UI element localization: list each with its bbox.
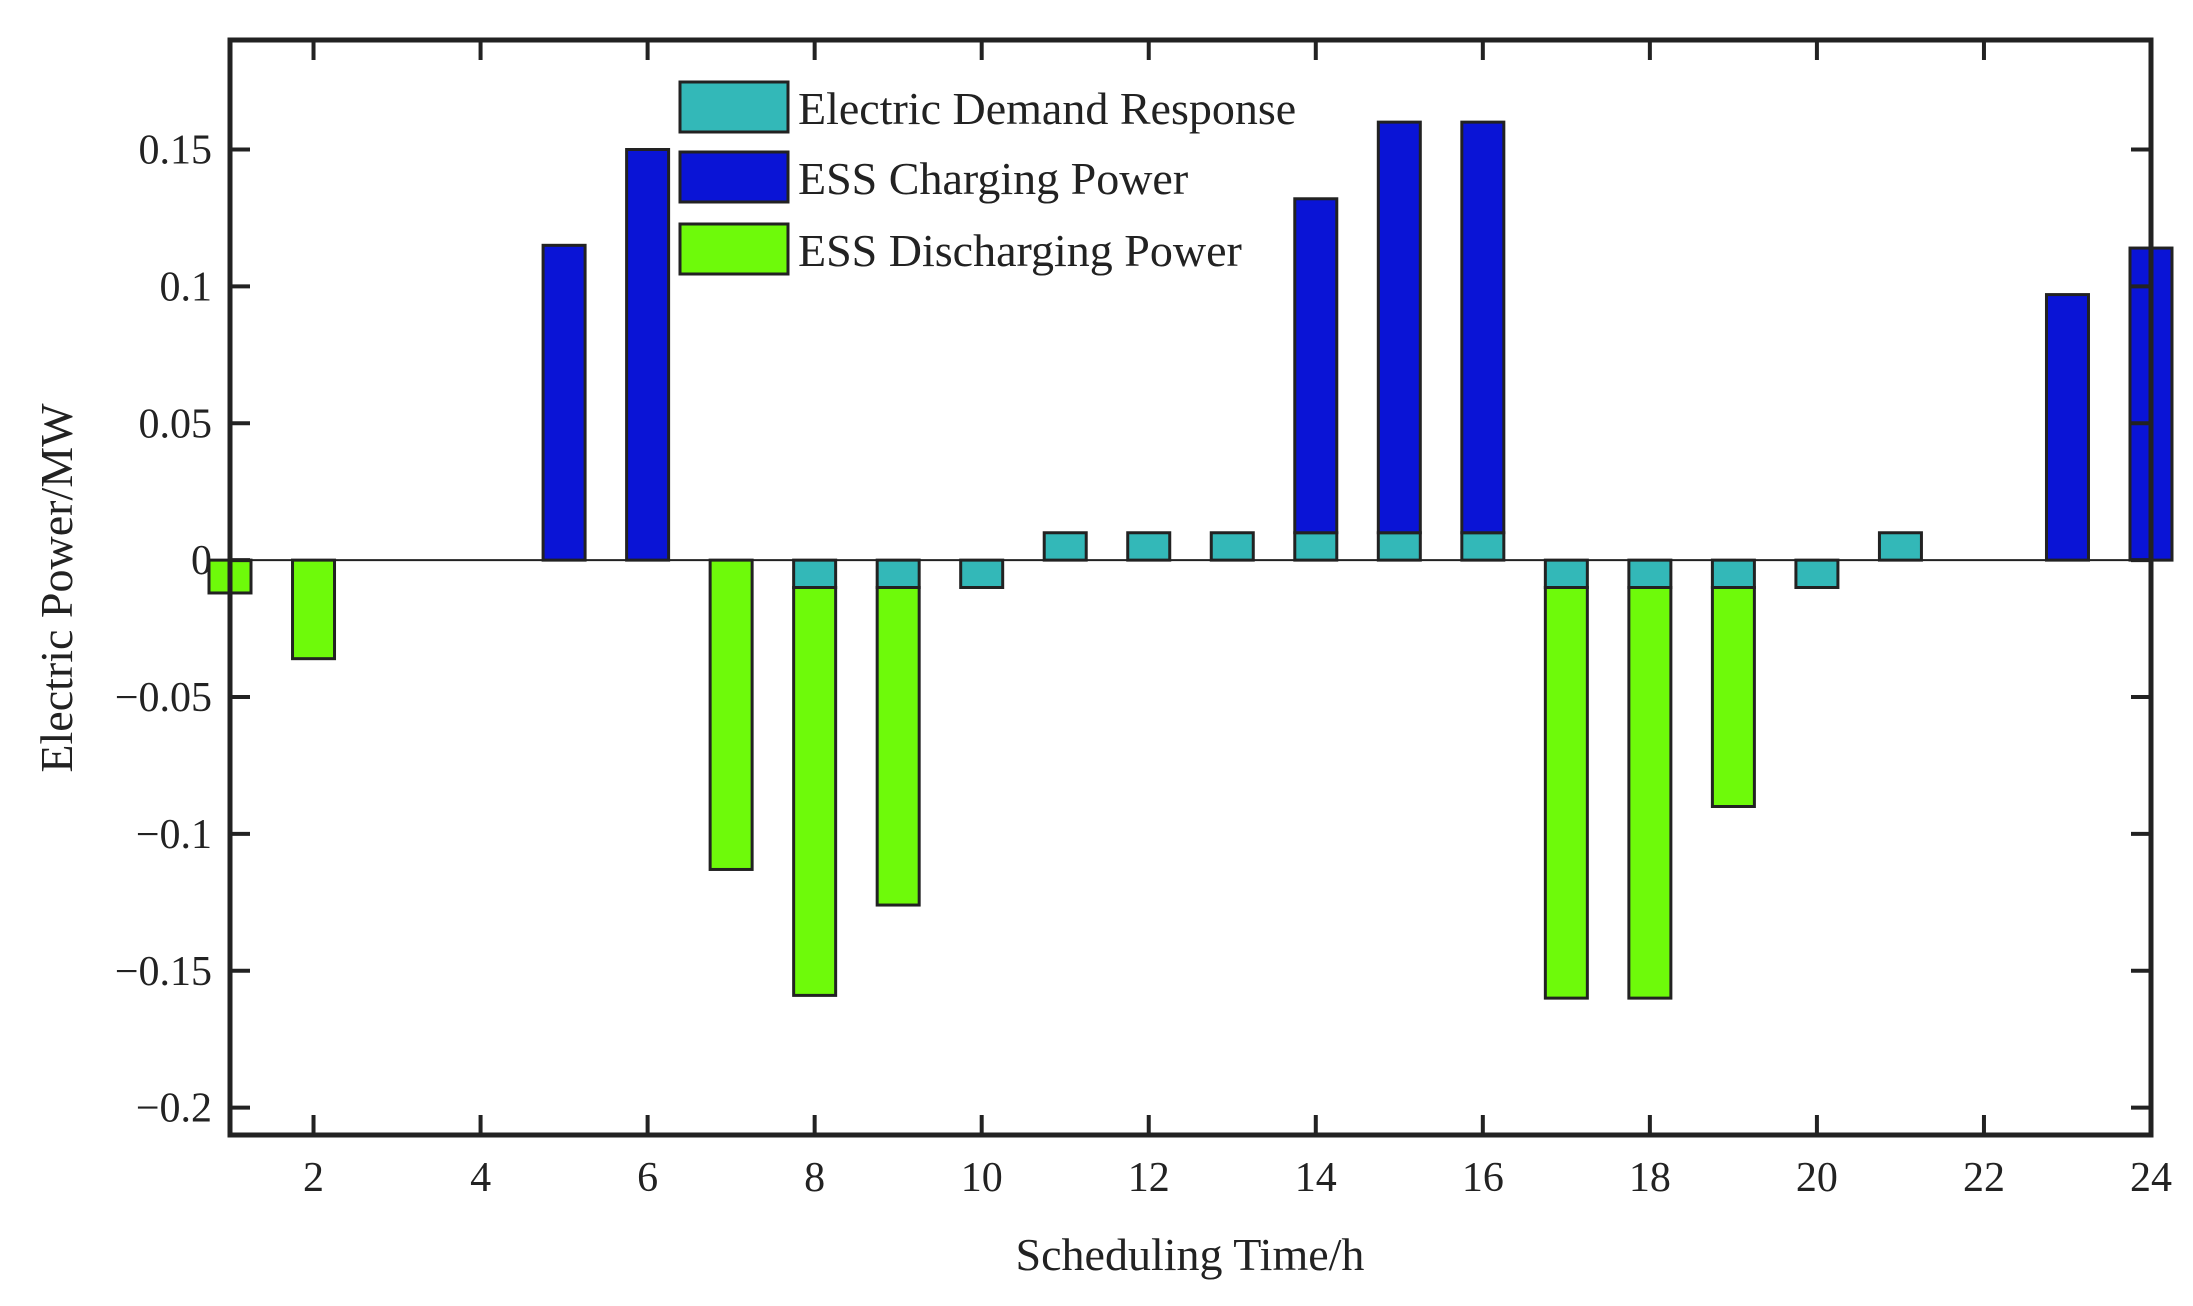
x-tick-label-24: 24 [2130,1155,2172,1201]
bar-ess-discharging-power-h9 [875,586,921,907]
bar-electric-demand-response-h18 [1627,558,1673,589]
bar-ess-discharging-power-h18 [1627,586,1673,1000]
bar-ess-charging-power-h14 [1293,197,1339,535]
y-tick-label-5: 0.05 [139,401,213,447]
legend: Electric Demand Response ESS Charging Po… [678,80,1296,276]
x-tick-label-10: 10 [961,1155,1003,1201]
y-tick-label-2: −0.1 [136,812,212,858]
bar-ess-charging-power-h15 [1376,120,1422,535]
legend-swatch-ess-discharging-power [678,222,790,276]
bar-ess-charging-power-h23 [2044,293,2090,562]
legend-label-ess-discharging-power: ESS Discharging Power [798,225,1242,276]
x-tick-label-4: 4 [470,1155,491,1201]
bar-electric-demand-response-h21 [1877,531,1923,562]
bar-ess-charging-power-h6 [625,148,671,562]
y-tick-label-3: −0.05 [115,675,212,721]
y-tick-label-0: −0.2 [136,1086,212,1132]
bar-electric-demand-response-h9 [875,558,921,589]
x-tick-label-6: 6 [637,1155,658,1201]
x-tick-label-14: 14 [1295,1155,1337,1201]
x-tick-label-22: 22 [1963,1155,2005,1201]
bar-electric-demand-response-h8 [792,558,838,589]
bar-electric-demand-response-h15 [1376,531,1422,562]
bar-ess-discharging-power-h17 [1543,586,1589,1000]
bar-ess-discharging-power-h19 [1710,586,1756,808]
legend-label-electric-demand-response: Electric Demand Response [798,83,1296,134]
bar-ess-discharging-power-h2 [291,558,337,661]
legend-swatch-ess-charging-power [678,150,790,204]
bar-electric-demand-response-h17 [1543,558,1589,589]
y-tick-label-7: 0.15 [139,128,213,174]
bar-electric-demand-response-h20 [1794,558,1840,589]
bar-ess-discharging-power-h7 [708,558,754,871]
bar-electric-demand-response-h13 [1209,531,1255,562]
bar-electric-demand-response-h16 [1460,531,1506,562]
y-tick-label-6: 0.1 [160,264,213,310]
bar-electric-demand-response-h19 [1710,558,1756,589]
bar-electric-demand-response-h12 [1126,531,1172,562]
bar-ess-charging-power-h16 [1460,120,1506,535]
x-tick-label-2: 2 [303,1155,324,1201]
x-tick-label-16: 16 [1462,1155,1504,1201]
bar-ess-charging-power-h5 [541,243,587,562]
bar-ess-discharging-power-h8 [792,586,838,997]
bar-electric-demand-response-h10 [959,558,1005,589]
plot-background [230,40,2151,1135]
x-tick-label-18: 18 [1629,1155,1671,1201]
bar-electric-demand-response-h11 [1042,531,1088,562]
legend-swatch-electric-demand-response [678,80,790,134]
legend-label-ess-charging-power: ESS Charging Power [798,153,1188,204]
x-axis-label: Scheduling Time/h [1016,1229,1365,1280]
bar-electric-demand-response-h14 [1293,531,1339,562]
x-tick-label-8: 8 [804,1155,825,1201]
plot-frame [227,37,2154,1138]
y-axis-label: Electric Power/MW [31,403,82,773]
y-tick-label-1: −0.15 [115,949,212,995]
x-tick-label-20: 20 [1796,1155,1838,1201]
y-tick-label-4: 0 [191,538,212,584]
x-tick-label-12: 12 [1128,1155,1170,1201]
